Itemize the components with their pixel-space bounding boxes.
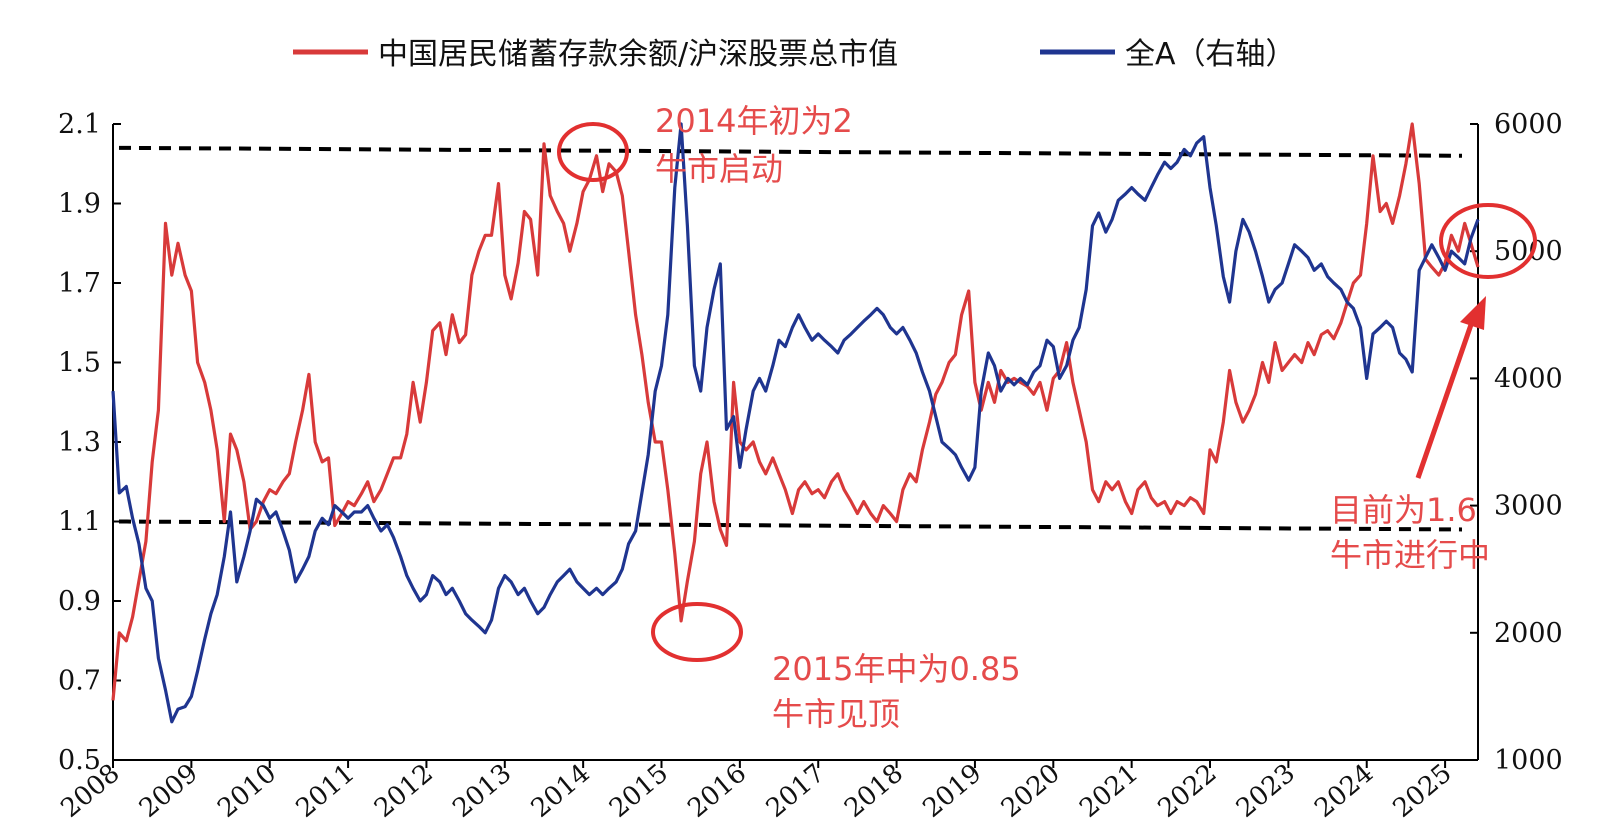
x-axis-ticks: 2008 2009 2010 2011 2012 2013 2014 2015 2016 2017… <box>56 758 1458 824</box>
x-tick-label: 2023 <box>1231 758 1301 824</box>
x-tick-label: 2015 <box>604 758 674 824</box>
left-tick-label: 0.7 <box>58 666 101 697</box>
annotation-arrow-shaft <box>1415 315 1477 479</box>
reference-line-upper <box>118 145 1463 158</box>
reference-line-lower <box>118 519 1463 532</box>
x-tick-label: 2017 <box>761 758 831 824</box>
right-tick-label: 2000 <box>1494 618 1563 649</box>
x-tick-label: 2009 <box>134 758 204 824</box>
right-tick-label: 1000 <box>1494 745 1563 776</box>
reference-lines <box>118 145 1463 532</box>
x-tick-label: 2025 <box>1388 758 1458 824</box>
x-tick-label: 2018 <box>839 758 909 824</box>
legend-label-savings-ratio: 中国居民储蓄存款余额/沪深股票总市值 <box>378 37 898 72</box>
x-tick-label: 2010 <box>212 758 282 824</box>
annotation-current-line2: 牛市进行中 <box>1330 536 1490 574</box>
annotation-circle-2014 <box>557 122 629 182</box>
annotation-2014-line1: 2014年初为2 <box>655 102 853 140</box>
left-axis-ticks: 0.5 0.7 0.9 1.1 1.3 1.5 1.7 1.9 2.1 <box>58 109 121 776</box>
left-tick-label: 0.9 <box>58 586 101 617</box>
annotation-circle-current <box>1439 203 1537 279</box>
right-tick-label: 6000 <box>1494 109 1563 140</box>
series-line-all-a <box>111 122 1480 724</box>
series-line-savings-ratio <box>111 122 1480 701</box>
x-tick-label: 2011 <box>291 758 361 824</box>
right-tick-label: 4000 <box>1494 363 1563 394</box>
x-tick-label: 2021 <box>1074 758 1144 824</box>
x-tick-label: 2014 <box>526 758 596 824</box>
x-tick-label: 2024 <box>1309 758 1379 824</box>
left-tick-label: 1.5 <box>58 348 101 379</box>
x-tick-label: 2022 <box>1153 758 1223 824</box>
x-tick-label: 2013 <box>447 758 517 824</box>
x-tick-label: 2012 <box>369 758 439 824</box>
x-tick-label: 2019 <box>917 758 987 824</box>
annotation-2015-line1: 2015年中为0.85 <box>772 650 1021 688</box>
left-tick-label: 1.3 <box>58 427 101 458</box>
left-tick-label: 2.1 <box>58 109 101 140</box>
annotation-markers <box>557 122 1537 662</box>
annotation-current-line1: 目前为1.6 <box>1330 491 1477 529</box>
annotation-2014-line2: 牛市启动 <box>655 150 783 188</box>
left-tick-label: 1.1 <box>58 507 101 538</box>
right-tick-label: 3000 <box>1494 491 1563 522</box>
legend: 中国居民储蓄存款余额/沪深股票总市值 全A（右轴） <box>293 37 1296 72</box>
legend-label-all-a: 全A（右轴） <box>1125 37 1296 72</box>
annotation-2015-line2: 牛市见顶 <box>772 695 900 733</box>
annotation-circle-2015 <box>651 602 743 662</box>
left-tick-label: 0.5 <box>58 745 101 776</box>
left-tick-label: 1.9 <box>58 189 101 220</box>
annotation-texts: 2014年初为2 牛市启动 2015年中为0.85 牛市见顶 目前为1.6 牛市… <box>655 102 1490 733</box>
x-tick-label: 2020 <box>996 758 1066 824</box>
x-tick-label: 2016 <box>682 758 752 824</box>
annotation-arrow-head <box>1460 296 1486 330</box>
left-tick-label: 1.7 <box>58 268 101 299</box>
